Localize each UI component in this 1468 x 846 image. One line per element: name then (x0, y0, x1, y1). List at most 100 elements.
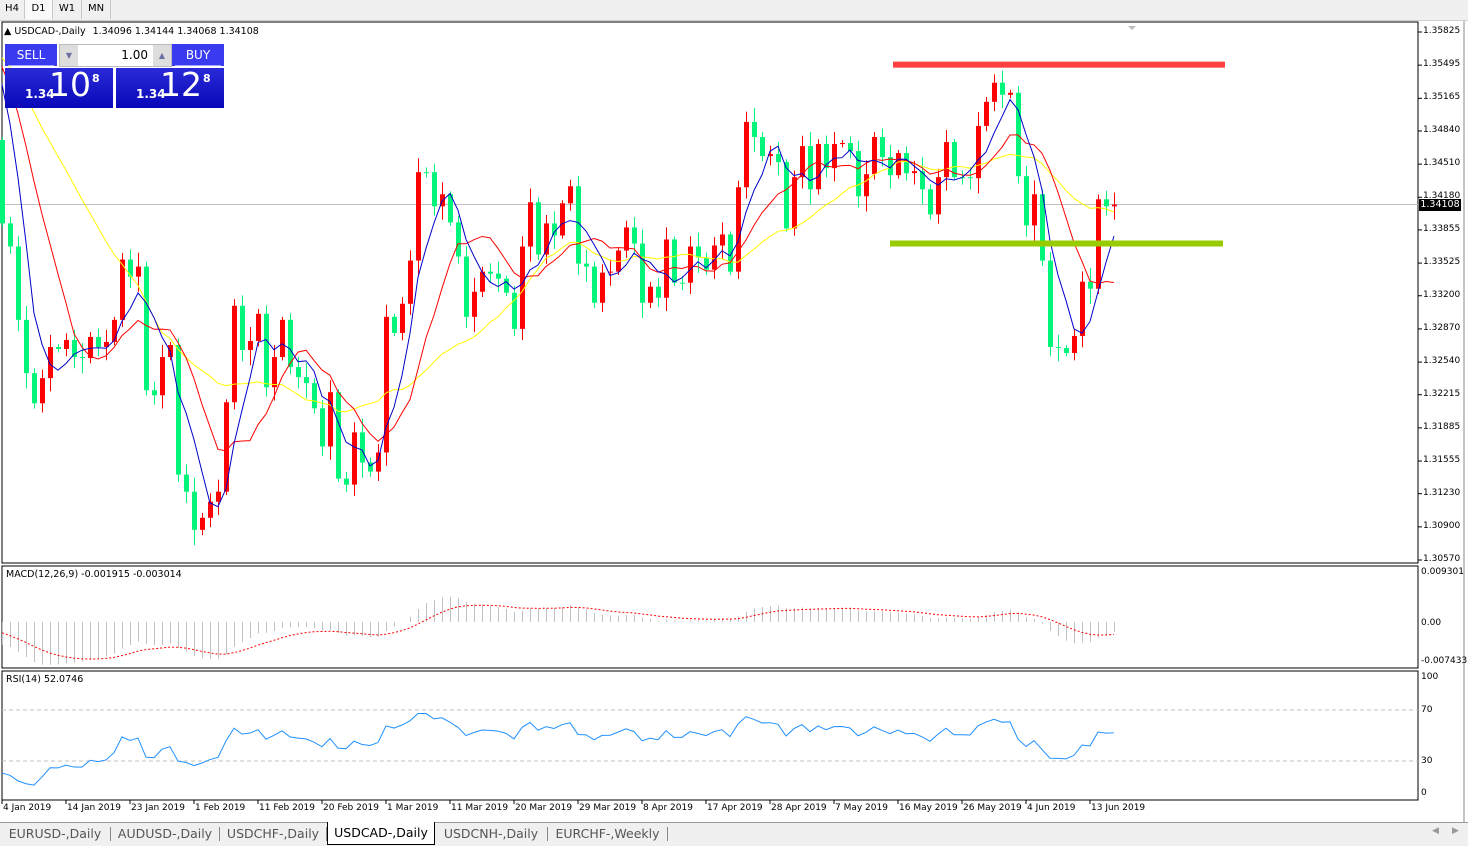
timeframe-h4[interactable]: H4 (0, 0, 25, 19)
rsi-axis-100: 100 (1421, 672, 1439, 682)
time-tick-label: 20 Mar 2019 (515, 803, 573, 813)
candle-body (1064, 347, 1069, 354)
buy-price-button[interactable]: 1.34 12 8 (116, 65, 224, 108)
price-tick-label: 1.32215 (1423, 388, 1461, 399)
candle-body (784, 162, 789, 229)
candle (968, 166, 973, 190)
candle (352, 422, 357, 496)
candle (1024, 165, 1029, 237)
candle (1088, 267, 1093, 304)
tabs-scroll-left-icon[interactable]: ◀ (1432, 826, 1439, 836)
lot-increase-icon[interactable]: ▲ (153, 45, 171, 66)
candle (656, 278, 661, 308)
timeframe-d1[interactable]: D1 (25, 0, 53, 19)
candle-body (288, 319, 293, 368)
candle-body (40, 378, 45, 404)
candle-body (408, 260, 413, 304)
candle-body (888, 157, 893, 176)
time-tick-label: 17 Apr 2019 (707, 803, 763, 813)
candle-body (560, 203, 565, 236)
ma-slow-line (1, 57, 1115, 413)
macd-label: MACD(12,26,9) -0.001915 -0.003014 (6, 569, 182, 580)
candle-body (880, 136, 885, 158)
lot-decrease-icon[interactable]: ▼ (60, 45, 78, 66)
candle-body (1072, 335, 1077, 354)
candle-body (376, 452, 381, 472)
sell-button[interactable]: SELL (5, 44, 57, 66)
candle (448, 191, 453, 226)
buy-price-sup: 8 (203, 72, 211, 85)
lot-size-input[interactable]: 1.00 (121, 48, 148, 62)
candle-body (536, 202, 541, 255)
candle (848, 136, 853, 159)
price-tick-label: 1.32540 (1423, 356, 1461, 367)
candle-body (320, 408, 325, 447)
buy-button[interactable]: BUY (172, 44, 224, 66)
tab-usdchf[interactable]: USDCHF-,Daily (220, 827, 327, 841)
candle (208, 493, 213, 528)
candle-body (200, 517, 205, 530)
timeframe-toolbar: H4 D1 W1 MN (0, 0, 1468, 21)
candle-body (736, 187, 741, 272)
candle-body (584, 263, 589, 267)
candle-body (744, 121, 749, 188)
time-tick-label: 11 Mar 2019 (451, 803, 509, 813)
candle (640, 229, 645, 319)
candle-body (512, 292, 517, 329)
candle (416, 158, 421, 276)
candle-body (824, 144, 829, 169)
candle-body (160, 357, 165, 396)
candle (8, 216, 13, 254)
tabs-scroll-right-icon[interactable]: ▶ (1452, 826, 1459, 836)
price-tick-label: 1.30900 (1423, 520, 1461, 531)
candle-body (968, 177, 973, 179)
candle-body (304, 377, 309, 384)
candle-body (456, 222, 461, 257)
candle-body (688, 246, 693, 283)
tab-eurchf[interactable]: EURCHF-,Weekly (548, 827, 668, 841)
candle (1000, 70, 1005, 109)
timeframe-w1[interactable]: W1 (53, 0, 82, 19)
candle-body (152, 390, 157, 396)
time-tick-label: 7 May 2019 (835, 803, 888, 813)
candle (344, 471, 349, 492)
tab-usdcad[interactable]: USDCAD-,Daily (327, 822, 435, 845)
sell-price-button[interactable]: 1.34 10 8 (5, 65, 113, 108)
candle-body (544, 223, 549, 255)
candle-body (720, 234, 725, 246)
candle-body (296, 367, 301, 378)
tab-usdcnh[interactable]: USDCNH-,Daily (435, 827, 548, 841)
candle (856, 140, 861, 208)
candle-body (432, 172, 437, 207)
candle (800, 135, 805, 189)
candle-body (792, 177, 797, 229)
tab-audusd[interactable]: AUDUSD-,Daily (111, 827, 220, 841)
candle-body (760, 136, 765, 157)
candle-body (928, 189, 933, 215)
candle-body (776, 154, 781, 163)
candle (336, 389, 341, 482)
lot-size-stepper[interactable]: ▼ 1.00 ▲ (59, 44, 172, 67)
candle (984, 97, 989, 132)
candle (16, 236, 21, 332)
candle (408, 250, 413, 316)
candle-body (0, 140, 5, 224)
timeframe-mn[interactable]: MN (82, 0, 111, 19)
price-tick-label: 1.34180 (1423, 191, 1461, 202)
time-tick-label: 23 Jan 2019 (131, 803, 185, 813)
price-tick-label: 1.35495 (1423, 59, 1461, 70)
candle (688, 236, 693, 294)
candle (600, 264, 605, 313)
candle (360, 418, 365, 478)
ma-mid-line (1, 66, 1115, 452)
collapse-triangle-icon[interactable]: ▲ (4, 26, 12, 37)
candle (976, 112, 981, 194)
tab-eurusd[interactable]: EURUSD-,Daily (0, 827, 111, 841)
candle (112, 316, 117, 346)
candle-body (656, 286, 661, 298)
candle (808, 132, 813, 205)
macd-axis-zero: 0.00 (1421, 618, 1442, 628)
candle-body (984, 101, 989, 126)
candle (608, 259, 613, 286)
